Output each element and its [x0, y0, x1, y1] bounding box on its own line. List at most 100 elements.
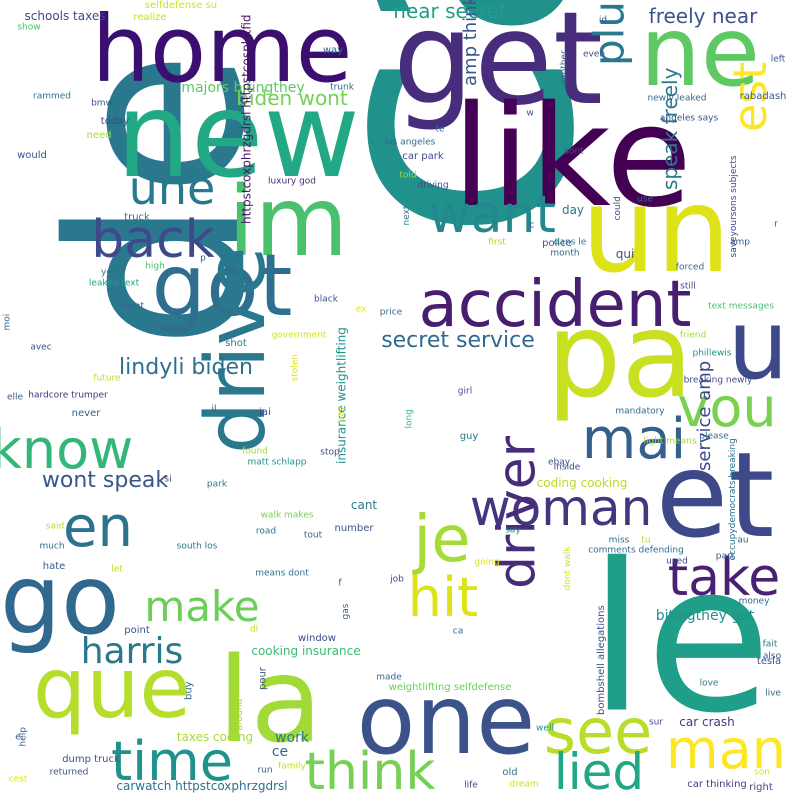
word-sont: sont [564, 146, 584, 157]
word-say: say [505, 525, 521, 536]
word-harris: harris [80, 631, 184, 672]
word-said: said [45, 521, 65, 532]
word-hardcore-trumper: hardcore trumper [28, 390, 108, 401]
word-show: show [17, 22, 41, 33]
word-te: te [435, 124, 445, 135]
word-run: run [257, 765, 273, 776]
word-let: let [111, 564, 123, 575]
word-want: want [428, 185, 556, 245]
word-w: w [526, 108, 534, 119]
word-like: like [451, 76, 693, 239]
word-ca: ca [452, 626, 464, 637]
word-go: go [0, 544, 120, 656]
word-im: im [227, 166, 349, 278]
word-woman: woman [469, 479, 653, 537]
word-stolen: stolen [290, 354, 301, 382]
word-still: still [680, 281, 696, 292]
word-love: love [699, 678, 719, 689]
word-life: life [464, 780, 478, 791]
word-number: number [334, 523, 374, 534]
word-accident: accident [418, 268, 692, 342]
word-selfdefense-su: selfdefense su [144, 0, 218, 11]
word-bmw: bmw [91, 98, 113, 109]
word-u: u [727, 289, 789, 401]
word-take: take [667, 548, 781, 608]
word-dont: dont [121, 301, 145, 312]
word-right: right [749, 782, 773, 793]
word-long: long [404, 409, 415, 429]
word-freely-near: freely near [648, 4, 758, 28]
word-found: found [242, 446, 268, 457]
word-ce: ce [271, 744, 289, 760]
word-truck: truck [124, 212, 150, 223]
word-angeles-says: angeles says [659, 113, 719, 124]
word-phillewis: phillewis [692, 348, 732, 359]
word-think: think [304, 742, 436, 800]
word-drive: drive [189, 246, 285, 454]
word-comments-defending: comments defending [588, 545, 684, 556]
word-un: un [581, 161, 731, 299]
word-know: know [0, 418, 134, 481]
word-please: please [699, 431, 729, 442]
word-los-angeles: los angeles [384, 137, 436, 148]
word-home: home [91, 0, 353, 103]
word-gas: gas [341, 603, 352, 620]
word-got: got [151, 236, 293, 336]
word-forced: forced [675, 262, 705, 273]
word-speak-freely: speak freely [657, 67, 682, 190]
word-pour: pour [257, 667, 269, 690]
word-much: much [39, 541, 65, 552]
word-money: money [738, 596, 770, 607]
word-luxury-god: luxury god [267, 176, 317, 187]
word-il: il [211, 404, 217, 415]
word-tu: tu [641, 535, 651, 546]
word-schools-taxes: schools taxes [24, 9, 106, 23]
word-e: e [15, 732, 21, 743]
word-made: made [376, 672, 402, 683]
word-pay: pay [336, 405, 347, 423]
word-en: en [63, 495, 133, 560]
word-cest: cest [8, 774, 28, 785]
word-government: government [271, 330, 327, 341]
word-wont-speak: wont speak [41, 468, 169, 493]
word-friend: friend [679, 330, 707, 341]
word-mai: mai [581, 407, 687, 472]
word-realize: realize [133, 12, 167, 23]
word-f: f [338, 578, 342, 589]
word-old: old [502, 767, 518, 778]
word-lindyli-biden: lindyli biden [119, 355, 253, 380]
word-never: never [71, 408, 101, 419]
word-near-secret: near secret [393, 0, 507, 23]
word-today: today [100, 116, 130, 127]
word-dont-walk: dont walk [563, 546, 574, 591]
word-newly-leaked: newly leaked [647, 93, 707, 104]
word-next: next [402, 205, 413, 226]
word-breaking-newly: breaking newly [683, 375, 753, 386]
word-elle: elle [6, 392, 24, 403]
word-qui: qui [615, 247, 635, 261]
word-rabadash: rabadash [739, 91, 787, 102]
word-majors-bitingthey: majors bitingthey [181, 80, 305, 96]
word-means-dont: means dont [255, 568, 309, 579]
word-car-thinking: car thinking [687, 779, 747, 790]
word-son: son [754, 767, 770, 778]
word-lied: lied [553, 743, 645, 800]
word-weightlifting-selfdefense: weightlifting selfdefense [388, 682, 512, 693]
word-price: price [379, 307, 403, 318]
word-new: new [116, 66, 360, 204]
word-part: part [715, 551, 735, 562]
word-used: used [666, 556, 688, 567]
word-secret-service: secret service [381, 328, 535, 353]
word-guy: guy [459, 431, 479, 442]
word-pa: pa [546, 286, 694, 424]
word-work: work [275, 730, 309, 746]
word-live: live [765, 688, 781, 699]
word-dans-le: dans le [553, 237, 587, 248]
word-car-park: car park [402, 151, 444, 162]
word-south-los: south los [176, 541, 218, 552]
word-cant: cant [350, 498, 378, 512]
word-le: le [588, 520, 772, 759]
word-mandatory: mandatory [615, 406, 665, 417]
word-left: left [770, 54, 786, 65]
word-man: man [666, 718, 786, 781]
